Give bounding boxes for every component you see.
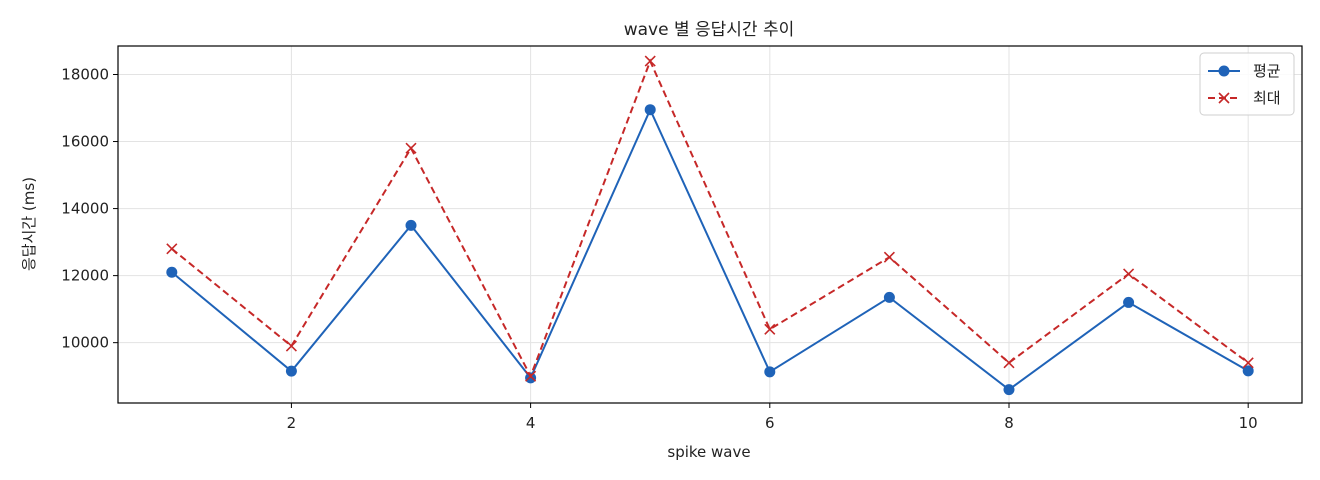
x-tick-label: 8 [1004, 414, 1014, 432]
legend-item: 최대 [1208, 89, 1281, 107]
data-point [764, 323, 776, 335]
series-line [171, 58, 1249, 379]
y-tick-label: 10000 [61, 334, 109, 352]
legend-marker [1218, 92, 1230, 104]
y-tick-label: 14000 [61, 200, 109, 218]
data-point [1003, 357, 1015, 369]
x-tick-label: 4 [526, 414, 536, 432]
x-axis-ticks: 2 4 6 8 10 [287, 403, 1258, 432]
y-axis-label: 응답시간 (ms) [20, 177, 38, 271]
data-point [285, 365, 297, 377]
plot-frame [117, 45, 1303, 404]
chart-title: wave 별 응답시간 추이 [624, 20, 795, 40]
data-point [405, 219, 417, 231]
data-point [1003, 384, 1015, 396]
data-point [405, 142, 417, 154]
data-point [1242, 365, 1254, 377]
x-tick-label: 2 [287, 414, 297, 432]
legend-marker [1218, 65, 1230, 77]
y-tick-label: 18000 [61, 65, 109, 83]
y-tick-label: 12000 [61, 267, 109, 285]
data-point [883, 291, 895, 303]
x-axis-label: spike wave [667, 443, 750, 461]
x-tick-label: 10 [1239, 414, 1258, 432]
data-point [285, 340, 297, 352]
y-tick-label: 16000 [61, 133, 109, 151]
series-layer [166, 55, 1254, 396]
series-line [171, 107, 1249, 391]
data-point [166, 266, 178, 278]
legend-label: 평균 [1253, 62, 1281, 80]
x-tick-label: 6 [765, 414, 775, 432]
y-axis-ticks: 10000 12000 14000 16000 18000 [61, 65, 118, 352]
data-point [1123, 268, 1135, 280]
series-2 [166, 55, 1254, 382]
data-point [166, 243, 178, 255]
data-point [883, 251, 895, 263]
data-point [1242, 357, 1254, 369]
series-1 [166, 104, 1254, 396]
data-point [525, 370, 537, 382]
data-point [644, 55, 656, 67]
data-point [1123, 296, 1135, 308]
data-point [644, 104, 656, 116]
legend-item: 평균 [1208, 62, 1281, 80]
legend-label: 최대 [1253, 89, 1281, 107]
data-point [764, 366, 776, 378]
